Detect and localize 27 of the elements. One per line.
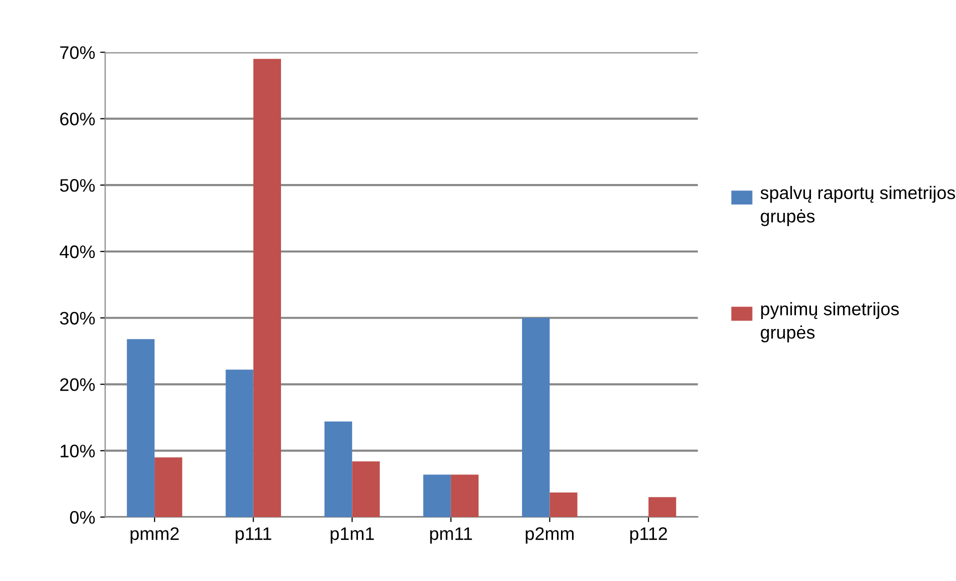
x-tick-label: p1m1: [330, 527, 374, 544]
bar: [423, 474, 451, 518]
y-tick-label: 20%: [60, 378, 95, 392]
y-tick-label: 40%: [60, 245, 95, 258]
bar: [352, 461, 380, 518]
y-tick-label: 70%: [60, 46, 95, 60]
bar: [324, 421, 352, 518]
bar: [522, 318, 550, 518]
x-tick-label: pm11: [430, 527, 472, 544]
x-tick-label: p2mm: [526, 527, 574, 544]
y-tick-label: 0%: [70, 511, 95, 524]
x-tick-label: p111: [236, 527, 272, 544]
bar: [648, 497, 676, 518]
bar: [126, 339, 155, 518]
bar: [550, 492, 578, 518]
legend-label: spalvų raportų simetrijos grupės: [760, 186, 956, 226]
legend-label: pynimų simetrijos grupės: [760, 302, 899, 342]
bar: [154, 457, 182, 518]
y-tick-label: 50%: [60, 179, 95, 192]
bar: [226, 370, 254, 518]
x-tick-label: pmm2: [130, 527, 179, 544]
y-tick-label: 10%: [60, 444, 95, 458]
y-tick-label: 60%: [60, 112, 95, 126]
bar: [450, 474, 479, 518]
y-tick-label: 30%: [60, 312, 95, 325]
bar: [253, 58, 281, 518]
x-tick-label: p112: [630, 527, 667, 544]
